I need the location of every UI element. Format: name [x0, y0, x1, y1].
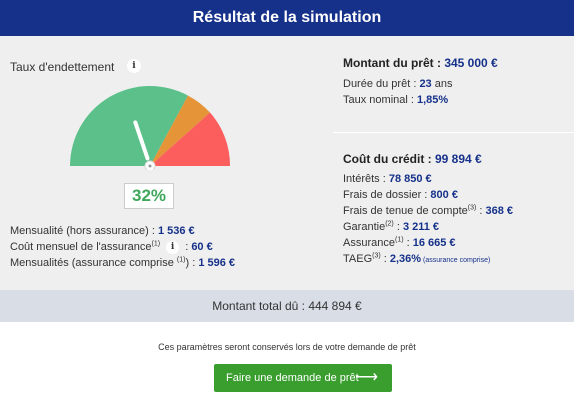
page-title: Résultat de la simulation — [0, 0, 574, 36]
loan-amount-label: Montant du prêt : — [343, 56, 445, 70]
footnote-ref: (1) — [394, 236, 404, 244]
loan-amount-row: Montant du prêt : 345 000 € — [343, 56, 498, 70]
loan-duration-label: Durée du prêt : — [343, 78, 420, 90]
total-amount-bar: Montant total dû : 444 894 € — [0, 290, 574, 322]
interest-value: 78 850 € — [388, 173, 432, 185]
gauge-needle — [133, 120, 150, 161]
footnote-ref: (2) — [385, 220, 394, 228]
loan-details: Montant du prêt : 345 000 € Durée du prê… — [343, 36, 574, 290]
taeg-row: TAEG(3) : 2,36% (assurance comprise) — [343, 251, 513, 267]
fees-row: Frais de dossier : 800 € — [343, 187, 513, 203]
footnote-ref: (1) — [176, 256, 186, 264]
nominal-rate-value: 1,85% — [416, 94, 449, 106]
gauge-red-segment — [150, 112, 231, 166]
monthly-payment-row: Mensualité (hors assurance) : 1 536 € — [10, 223, 235, 239]
guarantee-value: 3 211 € — [402, 221, 440, 233]
account-fees-row: Frais de tenue de compte(3) : 368 € — [343, 203, 513, 219]
monthly-payment-value: 1 536 € — [157, 225, 195, 237]
divider — [333, 132, 574, 133]
gauge-pivot-dot — [148, 164, 152, 168]
insurance-label: Assurance — [343, 237, 395, 249]
insurance-cost-label: Coût mensuel de l'assurance — [10, 241, 152, 253]
info-icon[interactable]: i — [166, 240, 180, 254]
fees-value: 800 € — [430, 189, 458, 201]
loan-amount-value: 345 000 € — [444, 56, 498, 70]
arrow-right-icon: ⟶ — [355, 369, 378, 386]
total-monthly-value: 1 596 € — [198, 257, 236, 269]
guarantee-label: Garantie — [343, 221, 386, 233]
separator: : — [476, 205, 486, 217]
separator: : — [403, 237, 413, 249]
loan-duration-value: 23 — [419, 78, 432, 90]
insurance-cost-row: Coût mensuel de l'assurance(1) i : 60 € — [10, 239, 235, 255]
account-fees-value: 368 € — [485, 205, 514, 217]
total-monthly-label: Mensualités (assurance comprise — [10, 257, 177, 269]
debt-gauge — [70, 85, 231, 170]
interest-row: Intérêts : 78 850 € — [343, 171, 513, 187]
footnote-ref: (3) — [372, 252, 381, 260]
debt-ratio-label: Taux d'endettement — [10, 60, 115, 74]
footer-note: Ces paramètres seront conservés lors de … — [158, 342, 416, 352]
footnote-ref: (1) — [151, 240, 161, 248]
monthly-payment-label: Mensualité (hors assurance) : — [10, 225, 158, 237]
taeg-label: TAEG — [343, 253, 373, 265]
gauge-green-segment — [70, 85, 188, 166]
monthly-list: Mensualité (hors assurance) : 1 536 € Co… — [10, 223, 235, 271]
nominal-rate-label: Taux nominal : — [343, 94, 417, 106]
loan-duration-row: Durée du prêt : 23 ans — [343, 76, 498, 92]
insurance-cost-value: 60 € — [191, 241, 213, 253]
separator: : — [393, 221, 403, 233]
loan-duration-unit: ans — [431, 78, 453, 90]
guarantee-row: Garantie(2) : 3 211 € — [343, 219, 513, 235]
loan-summary: Montant du prêt : 345 000 € Durée du prê… — [343, 56, 498, 108]
apply-loan-label: Faire une demande de prêt — [226, 372, 359, 384]
insurance-row: Assurance(1) : 16 665 € — [343, 235, 513, 251]
separator: : — [380, 253, 390, 265]
credit-cost-label: Coût du crédit : — [343, 152, 435, 166]
separator: : — [182, 241, 192, 253]
credit-cost-section: Coût du crédit : 99 894 € Intérêts : 78 … — [343, 152, 513, 267]
results-panel: Taux d'endettement i 32% Mensualité (hor… — [0, 36, 574, 290]
credit-cost-value: 99 894 € — [435, 152, 482, 166]
taeg-value: 2,36% — [389, 253, 422, 265]
interest-label: Intérêts : — [343, 173, 389, 185]
account-fees-label: Frais de tenue de compte — [343, 205, 468, 217]
info-icon[interactable]: i — [127, 59, 141, 73]
credit-cost-row: Coût du crédit : 99 894 € — [343, 152, 513, 166]
apply-loan-button[interactable]: Faire une demande de prêt ⟶ — [214, 364, 392, 392]
total-monthly-row: Mensualités (assurance comprise (1)) : 1… — [10, 255, 235, 271]
gauge-orange-segment — [150, 95, 210, 166]
taeg-note: (assurance comprise) — [421, 257, 491, 264]
fees-label: Frais de dossier : — [343, 189, 431, 201]
separator: ) : — [185, 257, 199, 269]
debt-ratio-value: 32% — [124, 183, 174, 209]
insurance-value: 16 665 € — [412, 237, 456, 249]
nominal-rate-row: Taux nominal : 1,85% — [343, 92, 498, 108]
debt-section: Taux d'endettement i 32% Mensualité (hor… — [10, 36, 310, 290]
footnote-ref: (3) — [467, 204, 477, 212]
